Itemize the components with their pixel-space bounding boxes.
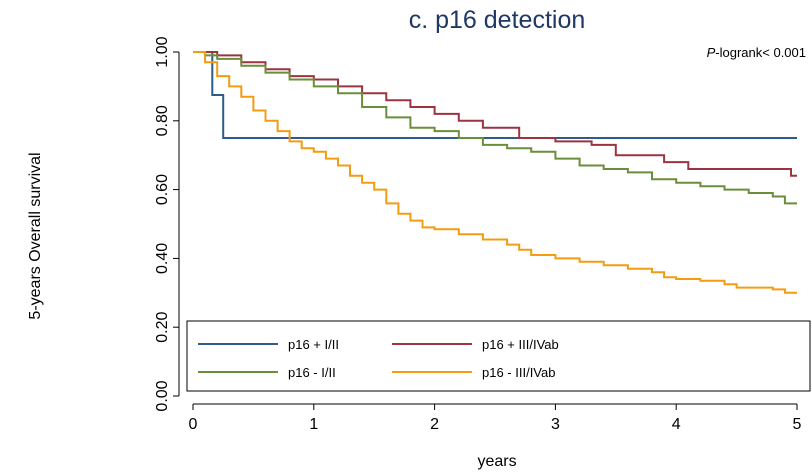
x-ticks: 0 1 2 3 4 5 xyxy=(189,404,802,433)
y-ticks: 0.00 0.20 0.40 0.60 0.80 1.00 xyxy=(154,36,179,412)
y-tick-label: 0.40 xyxy=(154,243,171,274)
y-tick-label: 0.20 xyxy=(154,312,171,343)
x-tick-label: 0 xyxy=(189,416,198,433)
logrank-value: -logrank< 0.001 xyxy=(715,45,806,60)
chart-title: c. p16 detection xyxy=(409,6,586,34)
logrank-annotation: P-logrank< 0.001 xyxy=(707,45,806,60)
legend-label: p16 - III/IVab xyxy=(482,365,555,380)
legend: p16 + I/II p16 + III/IVab p16 - I/II p16 - … xyxy=(186,320,811,392)
y-tick-label: 0.00 xyxy=(154,380,171,411)
y-tick-label: 0.60 xyxy=(154,174,171,205)
x-tick-label: 4 xyxy=(672,416,681,433)
x-tick-label: 2 xyxy=(430,416,439,433)
legend-box xyxy=(186,320,811,392)
legend-label: p16 - I/II xyxy=(288,365,336,380)
x-tick-label: 1 xyxy=(309,416,318,433)
y-axis-label: 5-years Overall survival xyxy=(27,152,44,319)
plot-area: 0.00 0.20 0.40 0.60 0.80 1.00 0 1 2 3 4 5 xyxy=(154,36,802,433)
curve-p16-iii-ivab xyxy=(193,51,797,177)
logrank-p-label: P xyxy=(707,45,716,60)
x-tick-label: 5 xyxy=(793,416,802,433)
x-axis-label: years xyxy=(477,453,516,470)
y-tick-label: 1.00 xyxy=(154,36,171,67)
legend-items: p16 + I/II p16 + III/IVab p16 - I/II p16 - … xyxy=(198,337,559,380)
legend-label: p16 + III/IVab xyxy=(482,337,559,352)
x-tick-label: 3 xyxy=(551,416,560,433)
survival-curves xyxy=(193,51,797,294)
curve-p16-iii-ivab xyxy=(193,51,797,294)
y-tick-label: 0.80 xyxy=(154,105,171,136)
legend-label: p16 + I/II xyxy=(288,337,339,352)
curve-p16-i-ii xyxy=(193,51,797,205)
curve-p16-i-ii xyxy=(193,51,797,139)
